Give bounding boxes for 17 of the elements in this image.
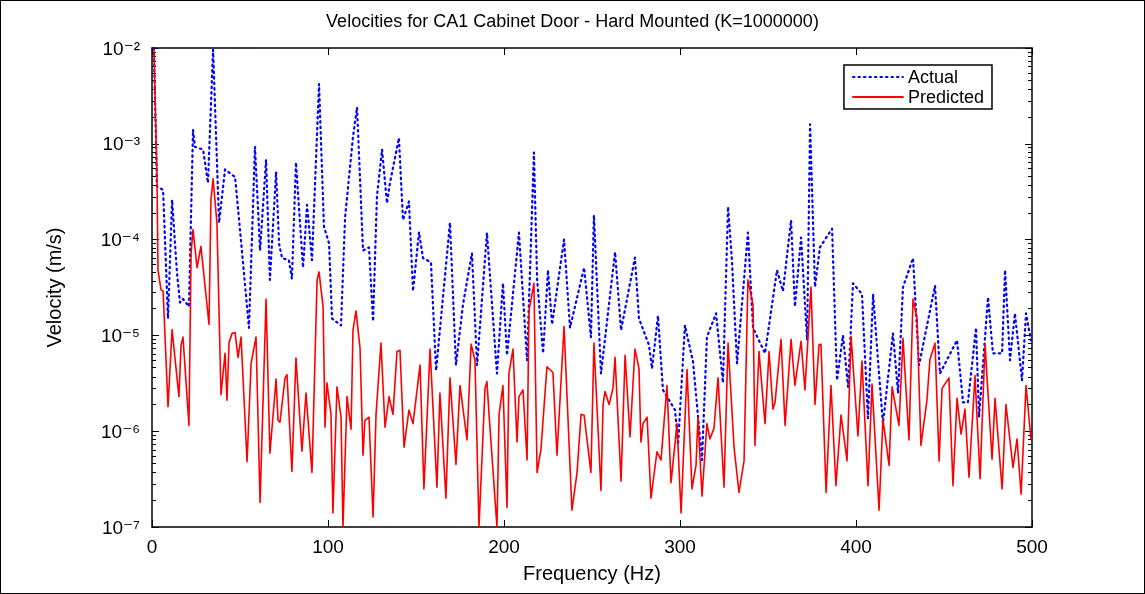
- y-tick-label: 10⁻⁷: [101, 516, 141, 538]
- x-tick-label: 300: [664, 536, 696, 557]
- chart-title: Velocities for CA1 Cabinet Door - Hard Mounted (K=1000000): [326, 11, 819, 31]
- x-tick-label: 200: [488, 536, 520, 557]
- x-tick-label: 0: [146, 536, 158, 557]
- x-tick-label: 500: [1016, 536, 1048, 557]
- x-tick-label: 100: [312, 536, 344, 557]
- y-tick-label: 10⁻⁴: [100, 229, 140, 251]
- legend-label: Actual: [907, 67, 958, 87]
- y-axis-title: Velocity (m/s): [43, 227, 65, 348]
- y-tick-label: 10⁻³: [102, 133, 140, 155]
- y-tick-label: 10⁻⁶: [101, 420, 140, 442]
- y-tick-label: 10⁻²: [102, 37, 140, 59]
- x-axis-title: Frequency (Hz): [523, 562, 661, 584]
- x-tick-label: 400: [840, 536, 872, 557]
- y-tick-label: 10⁻⁵: [100, 324, 140, 346]
- legend-label: Predicted: [907, 87, 984, 107]
